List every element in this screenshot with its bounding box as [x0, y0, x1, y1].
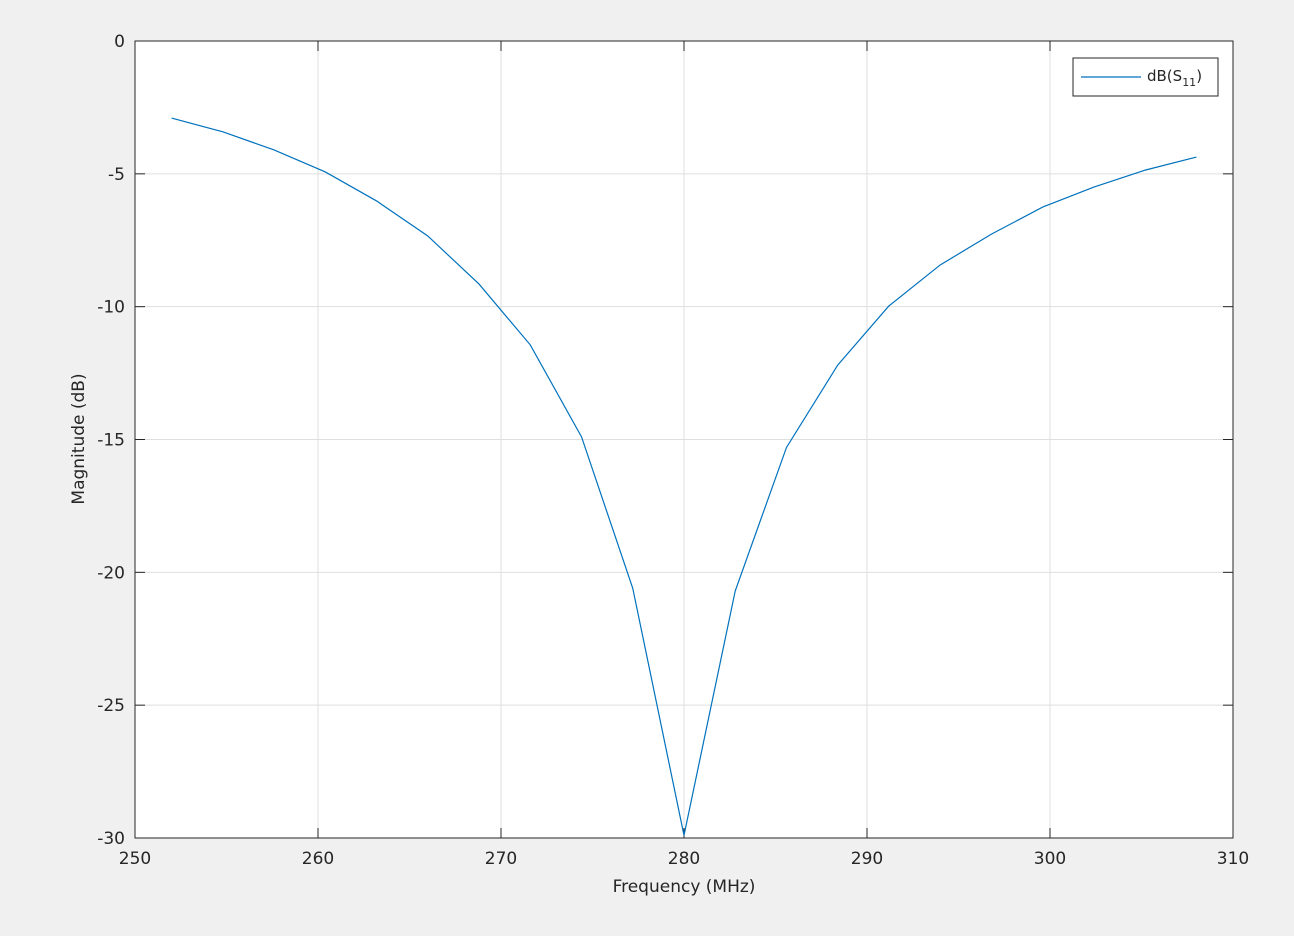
x-tick-label: 260	[302, 849, 334, 869]
y-tick-label: -20	[97, 563, 125, 583]
x-tick-label: 290	[851, 849, 883, 869]
data-line	[171, 117, 1197, 836]
x-tick-label: 300	[1034, 849, 1066, 869]
legend-label: dB(S11)	[1147, 67, 1202, 89]
y-tick-label: -30	[97, 829, 125, 849]
x-tick-label: 270	[485, 849, 517, 869]
y-tick-label: 0	[114, 32, 125, 52]
x-tick-label: 250	[119, 849, 151, 869]
y-axis-label: Magnitude (dB)	[69, 373, 89, 504]
x-axis-label: Frequency (MHz)	[613, 877, 756, 897]
y-tick-label: -5	[108, 165, 125, 185]
x-tick-label: 280	[668, 849, 700, 869]
y-tick-label: -10	[97, 298, 125, 318]
y-tick-label: -25	[97, 696, 125, 716]
axes-box	[134, 40, 1234, 839]
x-tick-label: 310	[1217, 849, 1249, 869]
y-tick-label: -15	[97, 431, 125, 451]
